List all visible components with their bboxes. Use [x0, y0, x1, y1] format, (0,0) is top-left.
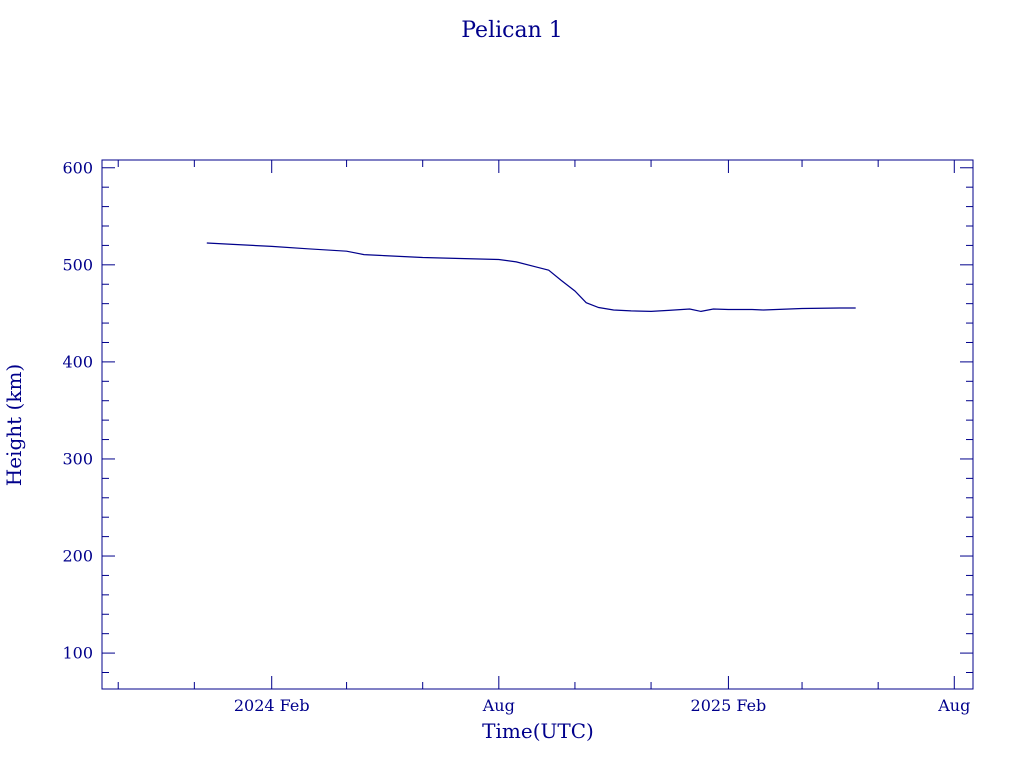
y-axis: 100 200 300 400 500 600: [62, 158, 973, 673]
x-tick-label: 2024 Feb: [234, 696, 310, 715]
series-line-height: [206, 242, 856, 313]
x-tick-label: 2025 Feb: [691, 696, 767, 715]
y-tick-label: 200: [62, 547, 93, 566]
y-tick-label: 300: [62, 449, 93, 468]
x-tick-label: Aug: [482, 696, 515, 715]
x-axis-label: Time(UTC): [482, 719, 594, 743]
chart-title: Pelican 1: [461, 18, 563, 43]
y-tick-label: 100: [62, 644, 93, 663]
plot-frame: [101, 159, 974, 690]
x-tick-label: Aug: [937, 696, 970, 715]
y-tick-label: 500: [62, 255, 93, 274]
y-axis-label: Height (km): [2, 364, 26, 486]
y-tick-label: 600: [62, 158, 93, 177]
x-axis: 2024 Feb Aug 2025 Feb Aug: [117, 160, 970, 715]
y-tick-label: 400: [62, 352, 93, 371]
